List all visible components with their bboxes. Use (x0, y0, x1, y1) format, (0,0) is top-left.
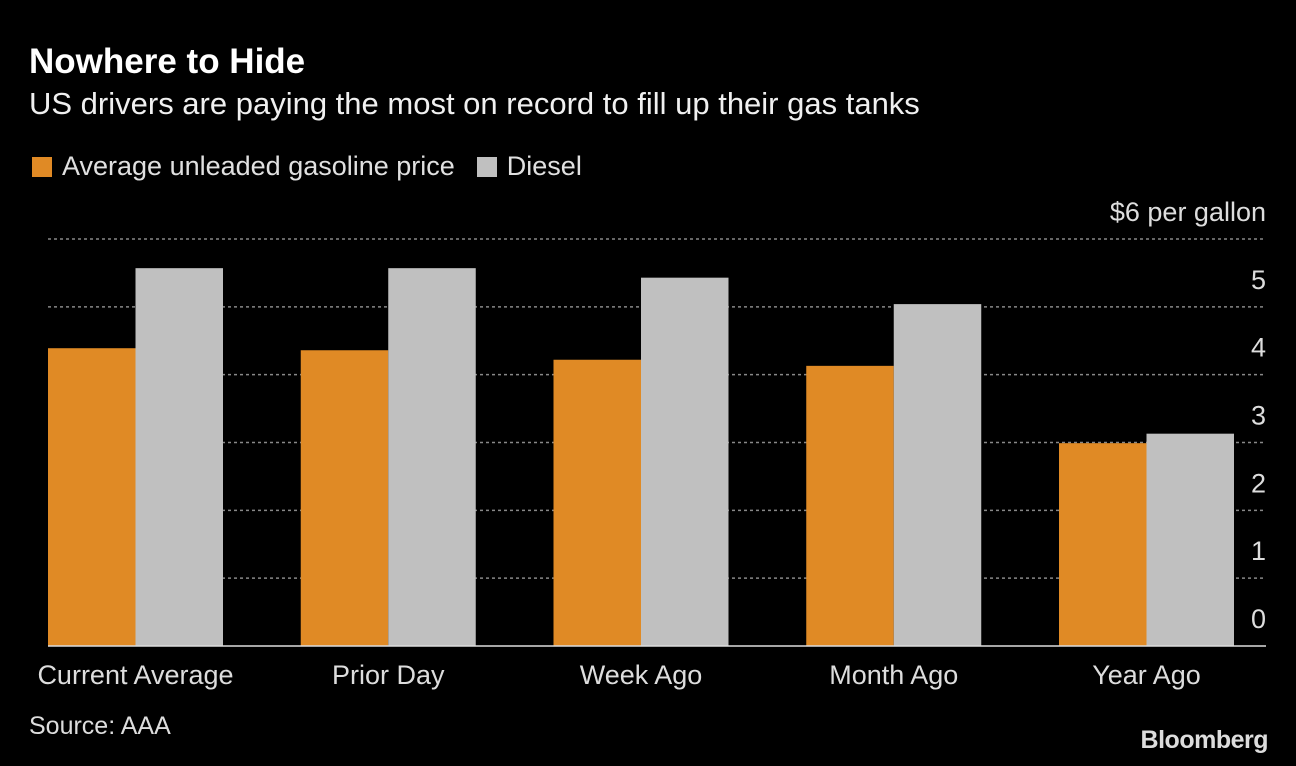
chart-title: Nowhere to Hide (29, 42, 306, 81)
bar-diesel (135, 268, 223, 646)
x-tick-label: Month Ago (829, 660, 958, 690)
bar-diesel (1146, 433, 1234, 646)
legend: Average unleaded gasoline price Diesel (32, 151, 604, 182)
y-tick-label: 3 (1251, 401, 1266, 431)
bar-gasoline (806, 365, 894, 646)
y-tick-label: 0 (1251, 604, 1266, 634)
y-tick-label: 1 (1251, 536, 1266, 566)
bar-gasoline (553, 359, 641, 646)
legend-swatch-diesel (476, 156, 497, 177)
x-tick-label: Current Average (37, 660, 233, 690)
bar-diesel (893, 304, 982, 646)
bar-diesel (388, 268, 476, 646)
bloomberg-logo: Bloomberg (1140, 726, 1269, 754)
bar-gasoline (300, 350, 389, 646)
x-tick-label: Week Ago (580, 660, 703, 690)
legend-label-diesel: Diesel (506, 151, 582, 181)
x-tick-label: Prior Day (332, 660, 445, 690)
bar-gasoline (1059, 443, 1147, 646)
y-tick-label: $6 per gallon (1110, 197, 1266, 227)
y-tick-label: 2 (1251, 468, 1266, 498)
legend-item-diesel: Diesel (476, 151, 582, 182)
y-tick-label: 5 (1251, 265, 1266, 295)
legend-swatch-gasoline (32, 156, 52, 177)
legend-label-gasoline: Average unleaded gasoline price (62, 151, 455, 181)
source-note: Source: AAA (29, 712, 171, 740)
y-tick-label: 4 (1251, 333, 1266, 363)
bar-gasoline (48, 348, 136, 646)
bar-diesel (641, 277, 729, 646)
x-tick-label: Year Ago (1092, 660, 1201, 690)
chart-subtitle: US drivers are paying the most on record… (29, 86, 920, 121)
legend-item-gasoline: Average unleaded gasoline price (32, 151, 455, 182)
